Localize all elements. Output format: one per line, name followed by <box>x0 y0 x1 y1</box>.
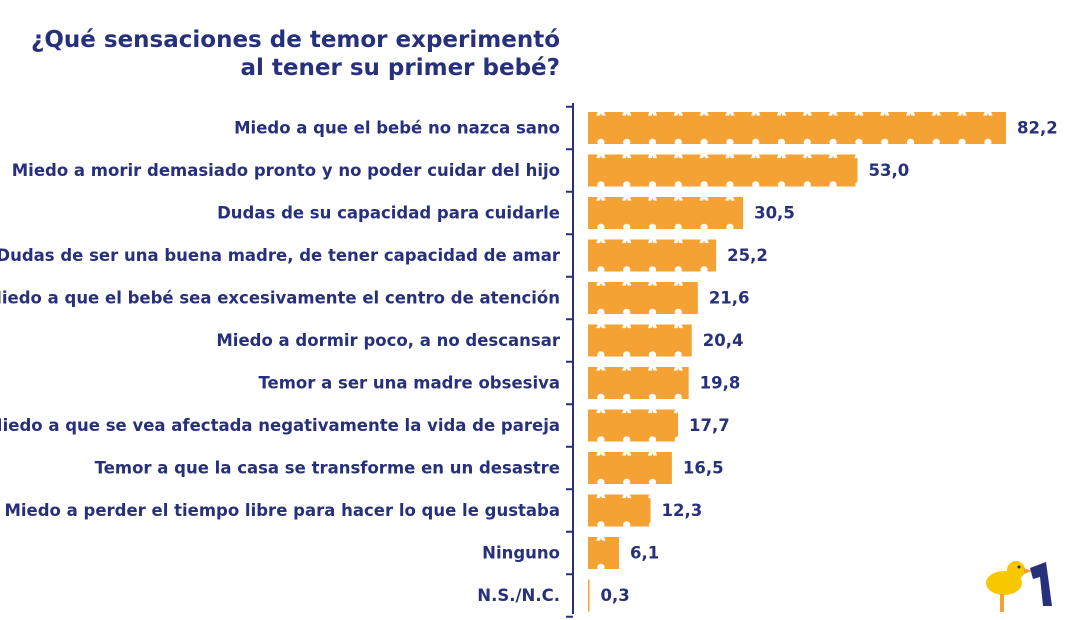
bar-figures <box>588 452 672 484</box>
logo-mark <box>1030 562 1052 606</box>
category-label: Miedo a que se vea afectada negativament… <box>0 416 560 435</box>
category-label: Miedo a que el bebé sea excesivamente el… <box>0 289 560 308</box>
chart-title-line-2: al tener su primer bebé? <box>240 55 560 81</box>
category-label: Dudas de ser una buena madre, de tener c… <box>0 246 561 265</box>
duck-icon <box>986 561 1032 612</box>
value-label: 16,5 <box>683 459 724 478</box>
y-axis-ticks <box>566 105 573 618</box>
category-label: Miedo a morir demasiado pronto y no pode… <box>12 161 560 180</box>
value-label: 53,0 <box>869 161 910 180</box>
bar-figures <box>588 324 692 357</box>
value-label: 21,6 <box>709 289 750 308</box>
value-label: 19,8 <box>700 374 741 393</box>
bars-group <box>588 112 1006 612</box>
bar <box>588 579 590 612</box>
bar-figures <box>588 409 679 442</box>
bar-figures <box>588 537 620 569</box>
value-label: 30,5 <box>754 204 795 223</box>
category-labels: Miedo a que el bebé no nazca sano Miedo a… <box>0 119 561 606</box>
value-label: 6,1 <box>630 544 659 563</box>
logo <box>986 561 1052 612</box>
bar-figures <box>588 112 1006 144</box>
value-label: 17,7 <box>689 416 730 435</box>
category-label: Dudas de su capacidad para cuidarle <box>217 204 560 223</box>
bar-figures <box>588 154 858 187</box>
category-label: Ninguno <box>482 544 560 563</box>
bar-figures <box>588 282 698 314</box>
value-label: 25,2 <box>727 246 768 265</box>
category-label: Temor a que la casa se transforme en un … <box>95 459 560 478</box>
value-label: 82,2 <box>1017 119 1058 138</box>
bar-figures <box>588 494 651 527</box>
category-label: Miedo a dormir poco, a no descansar <box>216 331 560 350</box>
category-label: N.S./N.C. <box>477 586 560 605</box>
category-label: Miedo a que el bebé no nazca sano <box>234 119 560 138</box>
bar-figures <box>588 239 717 272</box>
chart-title: ¿Qué sensaciones de temor experimentó al… <box>0 26 560 82</box>
value-labels: 82,2 53,0 30,5 25,2 21,6 20,4 19,8 17,7 16,5 12,3… <box>601 119 1058 606</box>
category-label: Miedo a perder el tiempo libre para hace… <box>4 501 560 520</box>
value-label: 0,3 <box>601 586 630 605</box>
bar-figures <box>588 367 689 399</box>
category-label: Temor a ser una madre obsesiva <box>258 374 560 393</box>
value-label: 12,3 <box>662 501 703 520</box>
value-label: 20,4 <box>703 331 744 350</box>
bar-figures <box>588 197 744 229</box>
chart-title-line-1: ¿Qué sensaciones de temor experimentó <box>31 27 560 53</box>
